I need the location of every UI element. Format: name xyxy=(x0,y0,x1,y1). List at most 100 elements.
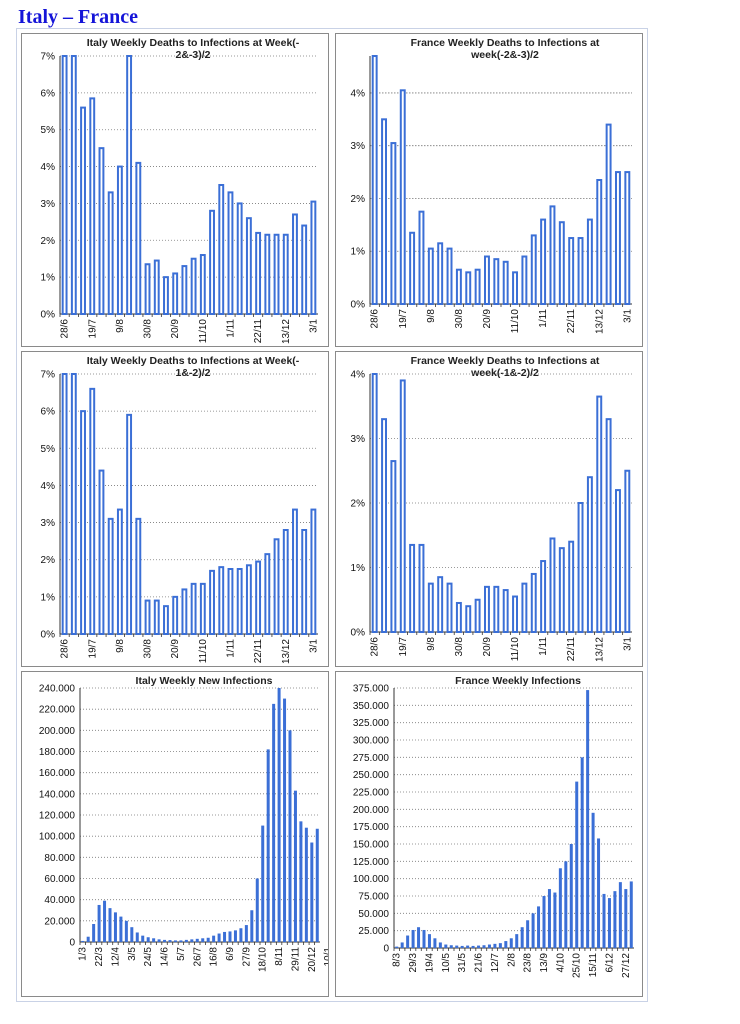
y-tick-label: 350.000 xyxy=(353,701,390,712)
bar xyxy=(61,55,68,315)
bar xyxy=(163,276,169,315)
y-tick-label: 200.000 xyxy=(353,805,390,816)
chart-title-line: France Weekly Infections xyxy=(455,675,581,687)
bar xyxy=(209,209,215,315)
bar xyxy=(89,387,96,635)
y-tick-label: 6% xyxy=(41,407,56,418)
bar xyxy=(549,537,556,634)
bar xyxy=(482,945,486,948)
bar xyxy=(92,924,96,942)
bar xyxy=(113,912,117,942)
bar xyxy=(455,601,462,634)
bar xyxy=(144,263,151,315)
bar xyxy=(558,868,562,948)
y-tick-label: 1% xyxy=(351,563,366,574)
bar xyxy=(471,945,475,948)
y-tick-label: 1% xyxy=(351,247,366,258)
bar xyxy=(586,218,593,305)
y-tick-label: 4% xyxy=(41,481,56,492)
x-tick-label: 31/5 xyxy=(457,953,468,973)
y-tick-label: 240.000 xyxy=(39,684,76,695)
y-tick-label: 5% xyxy=(41,444,56,455)
bar xyxy=(465,605,472,633)
chart-france-deaths-ratio-week-1-2: France Weekly Deaths to Infections at wee… xyxy=(335,351,643,667)
bar xyxy=(418,210,425,305)
bar xyxy=(502,589,509,633)
bar xyxy=(596,179,603,305)
bar xyxy=(624,469,631,633)
bar xyxy=(605,418,612,634)
bar xyxy=(409,543,416,633)
bar xyxy=(521,255,528,305)
bar xyxy=(444,944,448,948)
bar xyxy=(80,106,86,315)
x-tick-label: 27/9 xyxy=(241,947,252,967)
bar xyxy=(264,233,271,315)
bar xyxy=(427,582,434,633)
x-tick-label: 30/8 xyxy=(143,639,154,659)
x-tick-label: 23/8 xyxy=(523,953,534,973)
bar xyxy=(411,929,415,948)
x-tick-label: 1/11 xyxy=(225,639,236,658)
bar xyxy=(152,938,156,942)
bar xyxy=(244,925,248,942)
chart-title-line: France Weekly Deaths to Infections at xyxy=(411,355,600,367)
bar xyxy=(418,543,425,633)
bar xyxy=(427,247,434,306)
y-tick-label: 75.000 xyxy=(358,892,389,903)
y-tick-label: 100.000 xyxy=(353,874,390,885)
x-tick-label: 30/8 xyxy=(143,319,154,339)
bar xyxy=(236,202,243,315)
bar xyxy=(236,568,243,635)
bar xyxy=(605,123,612,305)
bar xyxy=(245,217,252,316)
bar xyxy=(144,599,151,635)
x-tick-label: 3/1 xyxy=(622,309,633,323)
bar xyxy=(98,469,105,635)
x-tick-label: 11/10 xyxy=(510,309,521,334)
bar xyxy=(310,508,317,635)
bar xyxy=(371,55,378,305)
bar xyxy=(618,882,622,948)
y-tick-label: 125.000 xyxy=(353,857,390,868)
bar xyxy=(569,844,573,948)
bar xyxy=(512,595,519,633)
bar xyxy=(596,395,603,634)
x-tick-label: 12/7 xyxy=(490,953,501,973)
x-tick-label: 30/8 xyxy=(454,637,465,657)
bar xyxy=(607,898,611,948)
bar xyxy=(597,838,601,948)
bar xyxy=(521,582,528,633)
bar xyxy=(399,89,406,306)
bar xyxy=(602,893,606,948)
bar xyxy=(564,861,568,948)
y-tick-label: 7% xyxy=(41,52,56,63)
bar xyxy=(455,945,459,948)
x-tick-label: 3/5 xyxy=(127,947,138,961)
x-tick-label: 19/7 xyxy=(398,637,409,657)
x-tick-label: 1/11 xyxy=(538,309,549,328)
x-tick-label: 6/9 xyxy=(225,947,236,961)
bar xyxy=(97,904,101,942)
x-tick-label: 1/11 xyxy=(538,637,549,656)
chart-title-line: 2&-3)/2 xyxy=(175,49,210,61)
bar xyxy=(153,599,160,635)
y-tick-label: 3% xyxy=(351,141,366,152)
x-tick-label: 10/1 xyxy=(323,947,328,967)
x-tick-label: 28/6 xyxy=(60,639,71,659)
chart-title-line: Italy Weekly Deaths to Infections at Wee… xyxy=(87,37,300,49)
y-tick-label: 200.000 xyxy=(39,726,76,737)
bar xyxy=(406,935,410,948)
chart-title-line: Italy Weekly Deaths to Infections at Wee… xyxy=(87,355,300,367)
bar xyxy=(223,931,227,942)
bar xyxy=(520,927,524,948)
chart-italy-deaths-ratio-week-2-3: Italy Weekly Deaths to Infections at Wee… xyxy=(21,33,329,347)
bar xyxy=(526,920,530,948)
bar xyxy=(614,171,621,305)
bar xyxy=(135,932,139,942)
bar xyxy=(483,585,490,634)
x-tick-label: 27/12 xyxy=(621,953,632,978)
bar xyxy=(86,936,90,942)
bar xyxy=(190,939,194,942)
bar xyxy=(437,242,444,306)
